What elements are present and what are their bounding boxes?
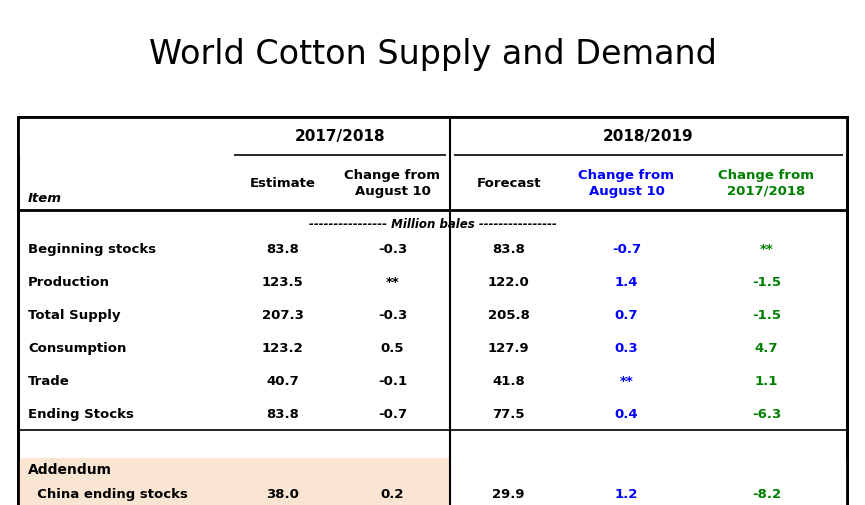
Text: 41.8: 41.8	[492, 374, 525, 387]
Text: -0.7: -0.7	[378, 407, 407, 420]
Text: 123.2: 123.2	[261, 341, 304, 355]
Bar	[18, 118, 847, 505]
Bar	[18, 118, 847, 156]
Text: 2018/2019: 2018/2019	[603, 129, 694, 144]
Text: ---------------- Million bales ----------------: ---------------- Million bales ---------…	[309, 217, 556, 230]
Text: 123.5: 123.5	[261, 275, 304, 288]
Text: -6.3: -6.3	[752, 407, 781, 420]
Text: Item: Item	[28, 191, 62, 205]
Text: Consumption: Consumption	[28, 341, 126, 355]
Text: 122.0: 122.0	[488, 275, 529, 288]
Text: -8.2: -8.2	[752, 487, 781, 500]
Text: 127.9: 127.9	[488, 341, 529, 355]
Bar	[18, 458, 450, 505]
Bar	[18, 118, 847, 505]
Text: 40.7: 40.7	[266, 374, 299, 387]
Text: Change from
August 10: Change from August 10	[579, 169, 675, 197]
Text: Trade: Trade	[28, 374, 70, 387]
Text: 83.8: 83.8	[266, 242, 299, 256]
Text: 0.2: 0.2	[381, 487, 404, 500]
Text: World Cotton Supply and Demand: World Cotton Supply and Demand	[149, 38, 716, 71]
Text: 2017/2018: 2017/2018	[295, 129, 385, 144]
Text: 0.4: 0.4	[615, 407, 638, 420]
Text: 1.2: 1.2	[615, 487, 638, 500]
Text: 38.0: 38.0	[266, 487, 299, 500]
Text: 29.9: 29.9	[492, 487, 525, 500]
Text: Total Supply: Total Supply	[28, 309, 120, 321]
Text: -0.7: -0.7	[612, 242, 641, 256]
Text: Change from
2017/2018: Change from 2017/2018	[719, 169, 815, 197]
Text: 1.4: 1.4	[615, 275, 638, 288]
Text: 205.8: 205.8	[488, 309, 529, 321]
Text: **: **	[619, 374, 633, 387]
Text: **: **	[386, 275, 400, 288]
Text: Beginning stocks: Beginning stocks	[28, 242, 156, 256]
Text: 4.7: 4.7	[755, 341, 778, 355]
Text: -1.5: -1.5	[752, 309, 781, 321]
Text: Addendum: Addendum	[28, 462, 112, 476]
Text: 0.3: 0.3	[615, 341, 638, 355]
Text: 83.8: 83.8	[266, 407, 299, 420]
Text: 207.3: 207.3	[261, 309, 304, 321]
Text: -0.3: -0.3	[378, 242, 407, 256]
Text: Forecast: Forecast	[477, 177, 541, 189]
Text: 0.7: 0.7	[615, 309, 638, 321]
Bar	[450, 458, 847, 505]
Text: -0.1: -0.1	[378, 374, 407, 387]
Text: 1.1: 1.1	[755, 374, 778, 387]
Text: Estimate: Estimate	[250, 177, 316, 189]
Text: -1.5: -1.5	[752, 275, 781, 288]
Text: Change from
August 10: Change from August 10	[344, 169, 440, 197]
Text: 83.8: 83.8	[492, 242, 525, 256]
Text: Ending Stocks: Ending Stocks	[28, 407, 134, 420]
Text: Production: Production	[28, 275, 110, 288]
Text: 77.5: 77.5	[492, 407, 525, 420]
Text: 0.5: 0.5	[381, 341, 404, 355]
Text: -0.3: -0.3	[378, 309, 407, 321]
Text: China ending stocks: China ending stocks	[28, 487, 188, 500]
Text: **: **	[759, 242, 773, 256]
